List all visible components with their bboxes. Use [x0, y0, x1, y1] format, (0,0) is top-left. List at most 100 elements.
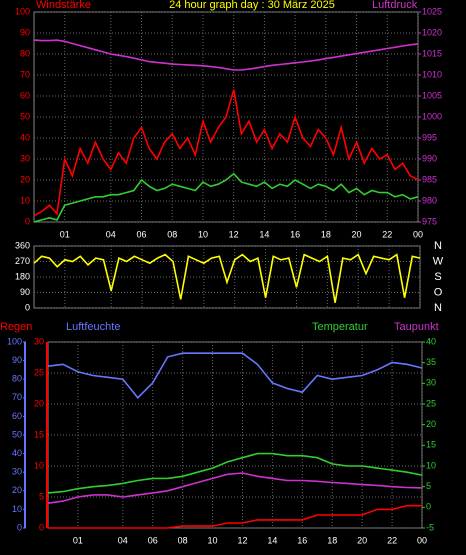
y-tick-label: 15: [426, 440, 436, 450]
x-tick-label: 14: [267, 535, 277, 545]
x-tick-label: 04: [106, 229, 116, 239]
series-line: [33, 172, 419, 223]
x-tick-label: 01: [60, 229, 70, 239]
y-tick-label: 1015: [422, 48, 442, 58]
y-tick-label: 20: [20, 174, 30, 184]
y-tick-label: 80: [20, 48, 30, 58]
series-line: [47, 352, 423, 399]
y-tick-label: 10: [20, 195, 30, 205]
y-tick-label: 1000: [422, 111, 442, 121]
y-tick-label: 100: [15, 6, 30, 16]
y-tick-label: 1025: [422, 6, 442, 16]
series-line: [33, 39, 419, 71]
y-tick-label: 90: [20, 27, 30, 37]
series-line: [48, 504, 422, 529]
x-tick-label: 10: [208, 535, 218, 545]
y-tick-label: 20: [12, 485, 22, 495]
y-tick-label: 975: [422, 216, 437, 226]
y-tick-label: 0: [25, 302, 30, 312]
y-tick-label: 35: [426, 357, 436, 367]
y-tick-label: 25: [34, 367, 44, 377]
x-tick-label: 00: [417, 535, 427, 545]
direction-label: N: [434, 240, 442, 252]
x-tick-label: 20: [352, 229, 362, 239]
direction-label: W: [433, 255, 444, 267]
y-tick-label: 1005: [422, 90, 442, 100]
direction-label: S: [434, 271, 441, 283]
y-tick-label: 0: [426, 502, 431, 512]
x-tick-label: 16: [297, 535, 307, 545]
y-tick-label: 180: [15, 271, 30, 281]
direction-label: O: [434, 286, 443, 298]
chart-title: 24 hour graph day : 30 März 2025: [169, 0, 335, 11]
legend-entry: Regen: [0, 321, 32, 333]
x-tick-label: 14: [259, 229, 269, 239]
y-tick-label: 30: [426, 378, 436, 388]
y-tick-label: 60: [20, 90, 30, 100]
legend-entry: Temperatur: [312, 321, 368, 333]
y-tick-label: 50: [12, 429, 22, 439]
y-tick-label: 30: [12, 467, 22, 477]
y-tick-label: 995: [422, 132, 437, 142]
y-tick-label: 5: [426, 481, 431, 491]
x-tick-label: 20: [357, 535, 367, 545]
y-tick-label: 990: [422, 153, 437, 163]
x-tick-label: 08: [167, 229, 177, 239]
y-tick-label: 70: [20, 69, 30, 79]
y-tick-label: 30: [20, 153, 30, 163]
y-tick-label: 90: [12, 355, 22, 365]
y-tick-label: 10: [426, 460, 436, 470]
y-tick-label: 40: [426, 336, 436, 346]
y-tick-label: 20: [34, 398, 44, 408]
series-line: [47, 452, 423, 494]
x-tick-label: 22: [387, 535, 397, 545]
x-tick-label: 16: [290, 229, 300, 239]
x-tick-label: 04: [118, 535, 128, 545]
y-axis-label: Windstärke: [36, 0, 91, 11]
y-tick-label: 10: [12, 504, 22, 514]
y-tick-label: 60: [12, 411, 22, 421]
y-tick-label: 5: [39, 491, 44, 501]
y-tick-label: 985: [422, 174, 437, 184]
y-tick-label: 1020: [422, 27, 442, 37]
x-tick-label: 18: [321, 229, 331, 239]
direction-label: N: [434, 302, 442, 314]
series-line: [47, 472, 423, 504]
series-line: [33, 89, 419, 217]
legend-entry: Luftfeuchte: [66, 321, 120, 333]
y-tick-label: 15: [34, 429, 44, 439]
y-tick-label: 1010: [422, 69, 442, 79]
y-tick-label: 100: [7, 336, 22, 346]
x-tick-label: 12: [237, 535, 247, 545]
x-tick-label: 18: [327, 535, 337, 545]
x-tick-label: 06: [137, 229, 147, 239]
y-tick-label: 70: [12, 392, 22, 402]
y-tick-label: 40: [12, 448, 22, 458]
x-tick-label: 10: [198, 229, 208, 239]
y-tick-label: 980: [422, 195, 437, 205]
y-tick-label: 0: [25, 216, 30, 226]
y-tick-label: 20: [426, 419, 436, 429]
y-tick-label: 50: [20, 111, 30, 121]
x-tick-label: 22: [382, 229, 392, 239]
y-tick-label: 30: [34, 336, 44, 346]
x-tick-label: 01: [73, 535, 83, 545]
y-tick-label: -5: [426, 522, 434, 532]
y-tick-label: 80: [12, 374, 22, 384]
y-tick-label: 10: [34, 460, 44, 470]
x-tick-label: 12: [229, 229, 239, 239]
y-tick-label: 25: [426, 398, 436, 408]
legend-entry: Taupunkt: [394, 321, 439, 333]
series-line: [33, 253, 421, 303]
y-tick-label: 270: [15, 256, 30, 266]
x-tick-label: 06: [148, 535, 158, 545]
y2-axis-label: Luftdruck: [372, 0, 418, 11]
y-tick-label: 0: [39, 522, 44, 532]
y-tick-label: 40: [20, 132, 30, 142]
x-tick-label: 00: [413, 229, 423, 239]
y-tick-label: 360: [15, 240, 30, 250]
y-tick-label: 90: [20, 287, 30, 297]
y-tick-label: 0: [17, 522, 22, 532]
x-tick-label: 08: [178, 535, 188, 545]
